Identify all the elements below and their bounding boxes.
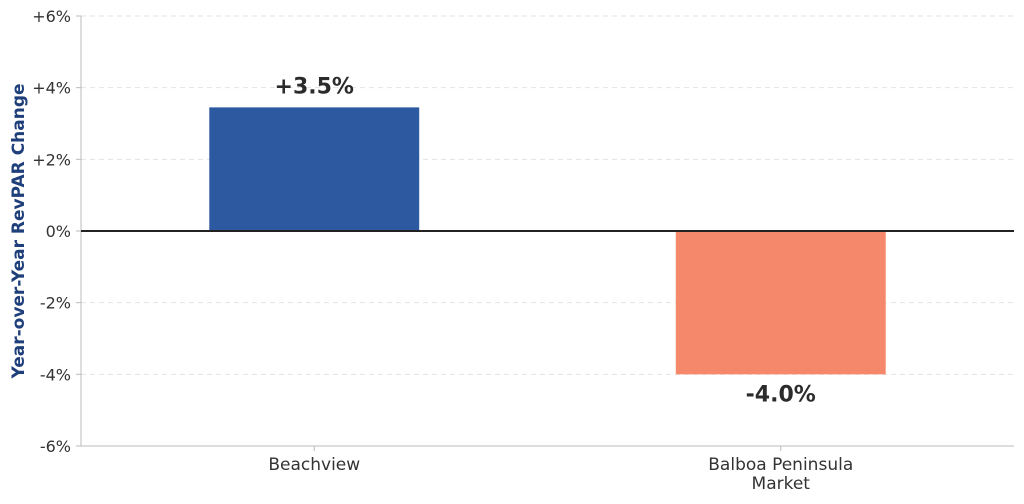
x-tick-label: Market — [752, 474, 811, 494]
bars — [209, 107, 886, 375]
y-axis-label: Year-over-Year RevPAR Change — [9, 83, 29, 379]
x-tick-label: Balboa Peninsula — [708, 455, 853, 475]
data-label-1: -4.0% — [746, 382, 816, 407]
y-tick-label: +6% — [32, 7, 71, 26]
y-tick-label: -6% — [40, 437, 71, 456]
bar-1 — [675, 231, 886, 375]
y-tick-label: 0% — [46, 222, 71, 241]
y-tick-label: -2% — [40, 294, 71, 313]
data-labels: +3.5% -4.0% — [275, 74, 816, 407]
bar-0 — [209, 107, 420, 231]
y-tick-label: +2% — [32, 150, 71, 169]
data-label-0: +3.5% — [275, 74, 354, 99]
y-tick-label: -4% — [40, 365, 71, 384]
y-ticks: +6% +4% +2% 0% -2% -4% -6% — [32, 7, 81, 456]
y-tick-label: +4% — [32, 79, 71, 98]
x-tick-label: Beachview — [268, 455, 360, 475]
